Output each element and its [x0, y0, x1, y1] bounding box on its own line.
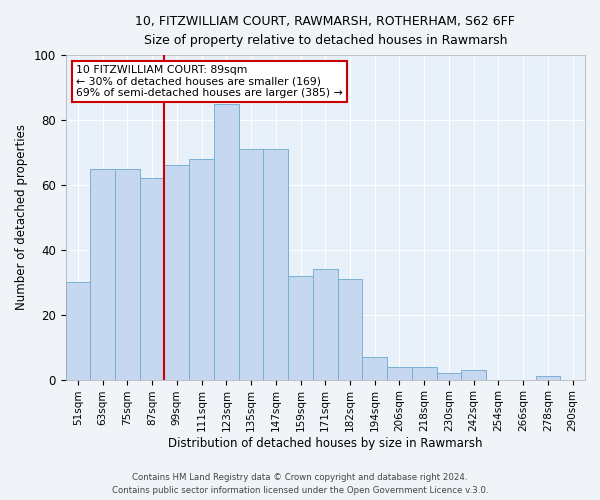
Bar [263, 149, 288, 380]
Text: 10 FITZWILLIAM COURT: 89sqm
← 30% of detached houses are smaller (169)
69% of se: 10 FITZWILLIAM COURT: 89sqm ← 30% of det… [76, 65, 343, 98]
Bar [412, 366, 437, 380]
Bar [140, 178, 164, 380]
Text: Contains HM Land Registry data © Crown copyright and database right 2024.
Contai: Contains HM Land Registry data © Crown c… [112, 474, 488, 495]
Bar [90, 168, 115, 380]
Bar [239, 149, 263, 380]
Bar [536, 376, 560, 380]
Bar [115, 168, 140, 380]
Title: 10, FITZWILLIAM COURT, RAWMARSH, ROTHERHAM, S62 6FF
Size of property relative to: 10, FITZWILLIAM COURT, RAWMARSH, ROTHERH… [136, 15, 515, 47]
Bar [313, 270, 338, 380]
Bar [65, 282, 90, 380]
Bar [387, 366, 412, 380]
Bar [437, 373, 461, 380]
X-axis label: Distribution of detached houses by size in Rawmarsh: Distribution of detached houses by size … [168, 437, 482, 450]
Bar [461, 370, 486, 380]
Bar [214, 104, 239, 380]
Y-axis label: Number of detached properties: Number of detached properties [15, 124, 28, 310]
Bar [288, 276, 313, 380]
Bar [338, 279, 362, 380]
Bar [189, 159, 214, 380]
Bar [362, 357, 387, 380]
Bar [164, 166, 189, 380]
